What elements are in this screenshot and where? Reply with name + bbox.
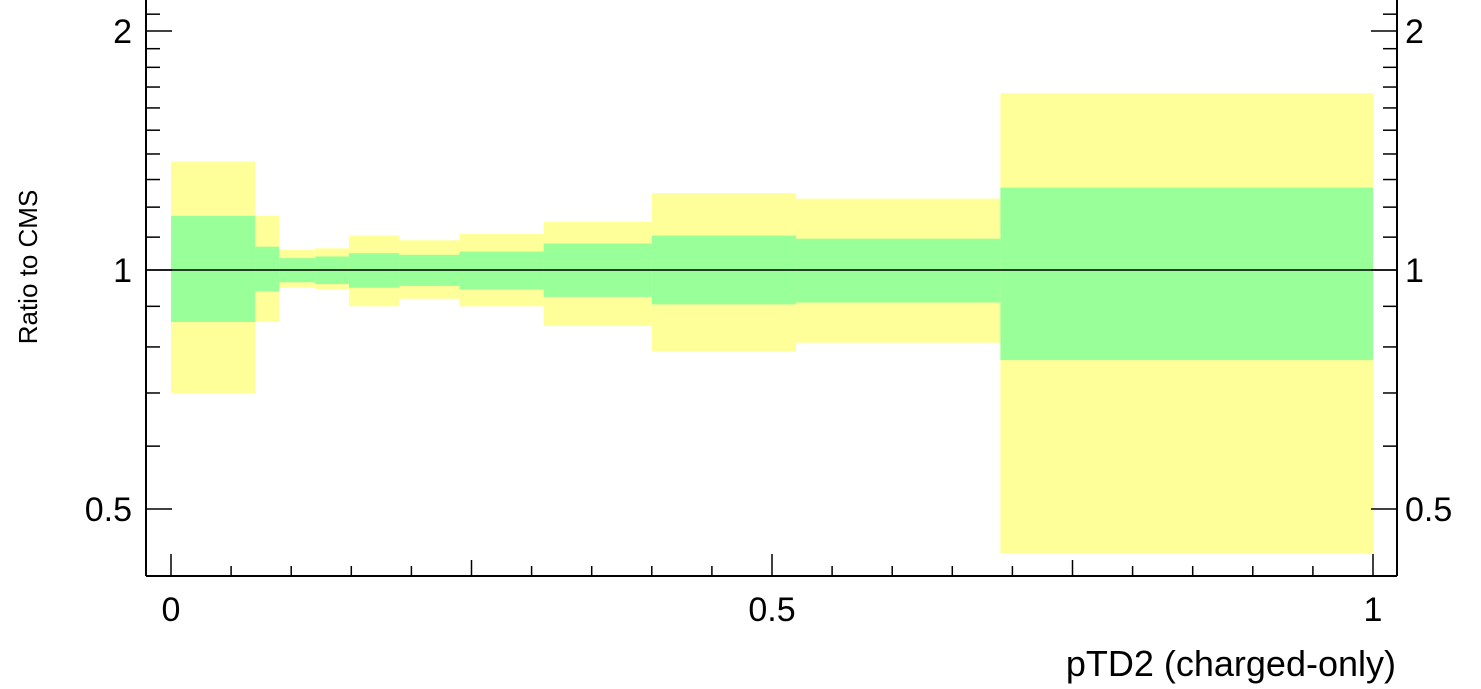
x-tick-label: 1: [1364, 591, 1383, 629]
inner-band-bin-1: [171, 215, 256, 323]
y-tick-label-right: 0.5: [1405, 491, 1452, 529]
axis-ticks: [146, 13, 1397, 576]
uncertainty-bands: [171, 93, 1373, 554]
y-tick-label-left: 0.5: [85, 491, 132, 529]
x-tick-label: 0.5: [748, 591, 795, 629]
y-tick-label-left: 2: [113, 13, 132, 51]
inner-band-bin-11: [1000, 187, 1373, 361]
y-tick-label-left: 1: [113, 252, 132, 290]
x-tick-label: 0: [162, 591, 181, 629]
y-tick-label-right: 2: [1405, 13, 1424, 51]
y-tick-label-right: 1: [1405, 252, 1424, 290]
x-axis-title: pTD2 (charged-only): [1066, 643, 1396, 684]
tick-labels: 0.5 0.5 1 1 2 2 0 0.5 1: [85, 13, 1453, 629]
y-axis-title: Ratio to CMS: [13, 190, 43, 345]
inner-band-bin-2: [255, 246, 280, 292]
